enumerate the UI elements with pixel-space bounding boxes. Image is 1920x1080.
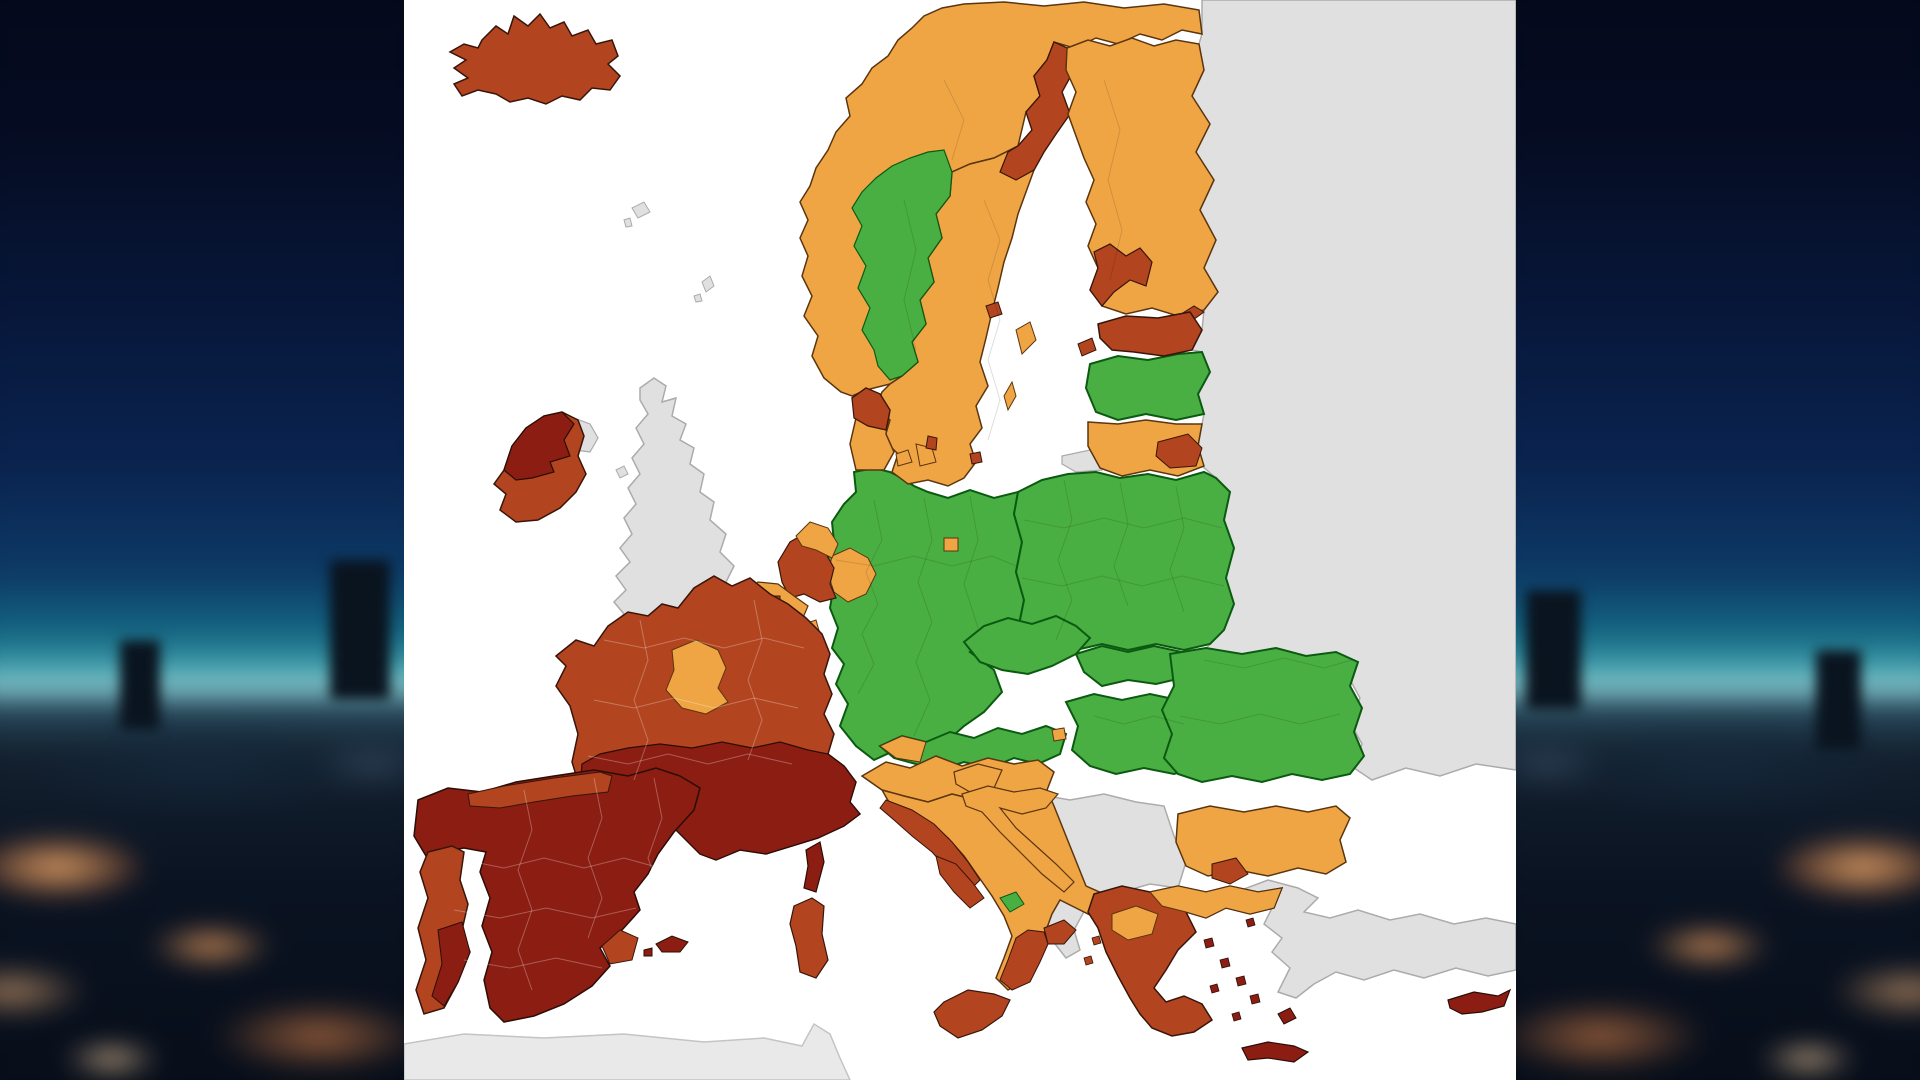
region-sweden-north — [999, 41, 1075, 181]
region-austria-west — [879, 735, 927, 763]
region-germany — [824, 466, 1026, 762]
region-iceland — [448, 12, 621, 105]
region-romania — [1160, 646, 1366, 784]
region-croatia — [961, 785, 1075, 893]
region-rhodes — [1277, 1007, 1297, 1025]
subregion-borders-light — [453, 599, 805, 991]
region-vienna — [1051, 727, 1067, 742]
region-balearic-islands — [643, 935, 689, 957]
region-cyprus — [1447, 988, 1512, 1015]
region-netherlands-north — [795, 521, 839, 559]
region-bornholm — [969, 451, 983, 465]
map-panel — [404, 0, 1516, 1080]
region-thessaly — [1111, 905, 1159, 941]
region-estonia — [1097, 311, 1203, 357]
region-czechia — [962, 614, 1092, 676]
region-sicily — [933, 989, 1011, 1039]
region-isle-of-man — [615, 465, 629, 479]
region-gotland — [1015, 321, 1037, 355]
region-corsica — [803, 841, 825, 893]
region-berlin — [943, 537, 959, 552]
region-greece-northeast — [1149, 885, 1283, 919]
region-saaremaa — [1077, 337, 1097, 357]
building-silhouette — [1816, 650, 1861, 750]
region-alentejo-interior — [431, 921, 471, 1007]
building-silhouette — [330, 560, 390, 700]
region-north-africa — [404, 1022, 851, 1080]
night-sky-gradient — [1516, 0, 1920, 1080]
region-stockholm — [985, 301, 1003, 319]
region-molise — [999, 891, 1025, 913]
region-calabria — [999, 929, 1049, 991]
region-bulgaria-south — [1211, 857, 1249, 885]
region-faroe-islands — [623, 201, 651, 228]
region-ionian-islands — [1083, 935, 1102, 966]
region-crete — [1241, 1041, 1310, 1063]
night-sky-gradient — [0, 0, 404, 1080]
blurred-city-background-left — [0, 0, 404, 1080]
region-murcia — [601, 929, 639, 965]
region-copenhagen — [925, 435, 938, 451]
region-lazio — [935, 855, 985, 909]
region-shetland-islands — [693, 275, 715, 303]
region-spain-north-coast — [467, 771, 613, 809]
region-turkey — [1234, 879, 1516, 999]
region-lithuania-southeast — [1155, 433, 1203, 469]
blurred-city-background-right — [1516, 0, 1920, 1080]
region-denmark-north — [851, 387, 891, 431]
region-bulgaria — [1175, 805, 1351, 877]
building-silhouette — [1526, 590, 1581, 710]
region-aegean-islands — [1203, 917, 1261, 1022]
subregion-borders-dark — [835, 79, 1353, 737]
region-finland-southwest — [1089, 243, 1153, 307]
region-sardinia — [789, 897, 829, 979]
region-latvia — [1084, 350, 1212, 422]
region-spain — [413, 767, 701, 1023]
region-funen — [895, 449, 913, 467]
europe-choropleth-map — [404, 0, 1516, 1080]
region-norway-central — [851, 149, 953, 381]
building-silhouette — [120, 640, 160, 730]
region-centre-val-de-loire — [665, 639, 729, 715]
region-oland — [1003, 380, 1017, 412]
region-ireland-northwest — [503, 411, 575, 481]
